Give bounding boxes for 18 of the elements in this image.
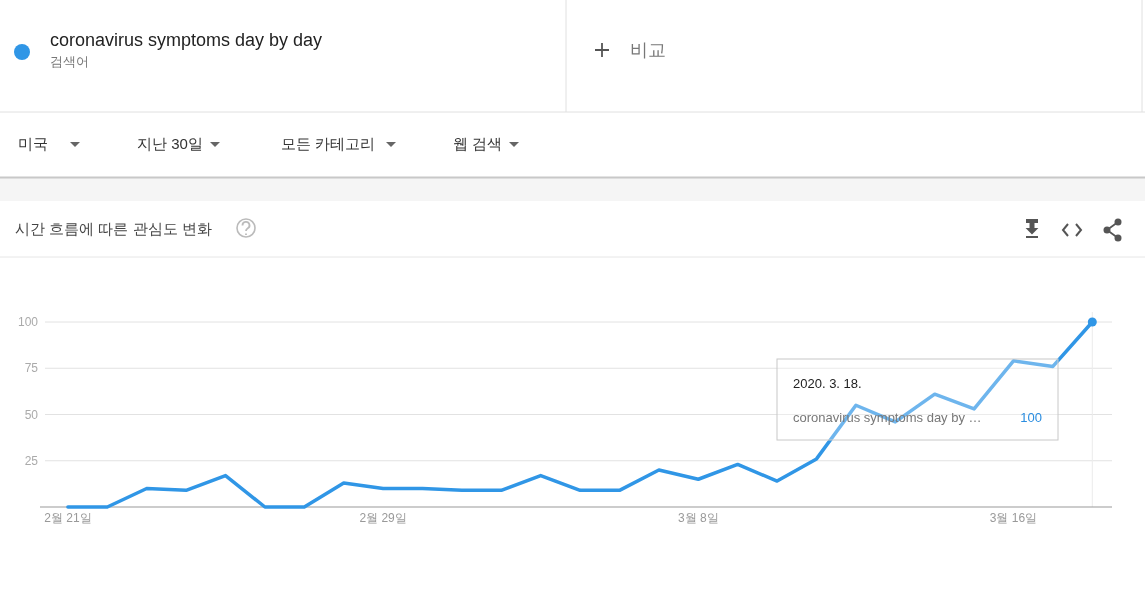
x-tick-label: 2월 21일 [44, 511, 92, 525]
y-tick-label: 50 [24, 407, 39, 422]
x-tick-label: 3월 16일 [989, 511, 1038, 525]
annotation: 2020. 3. 18. [793, 376, 862, 391]
text: 웹 검색 [453, 135, 503, 152]
x-tick-label: 3월 8일 [677, 511, 719, 525]
text: 모든 카테고리 [281, 135, 376, 152]
y-tick-label: 100 [17, 315, 39, 329]
text: 비교 [630, 40, 666, 60]
chart-title: 시간 흐름에 따른 관심도 변화 [15, 220, 212, 237]
annotation: 100 [1020, 410, 1042, 425]
text: 검색어 [50, 54, 89, 69]
x-tick-label: 2월 29일 [359, 511, 407, 525]
y-tick-label: 25 [24, 453, 39, 468]
legend-label: coronavirus symptoms day by day [50, 30, 323, 50]
text: 지난 30일 [137, 135, 203, 152]
text: 미국 [18, 135, 48, 152]
y-tick-label: 75 [24, 361, 39, 376]
